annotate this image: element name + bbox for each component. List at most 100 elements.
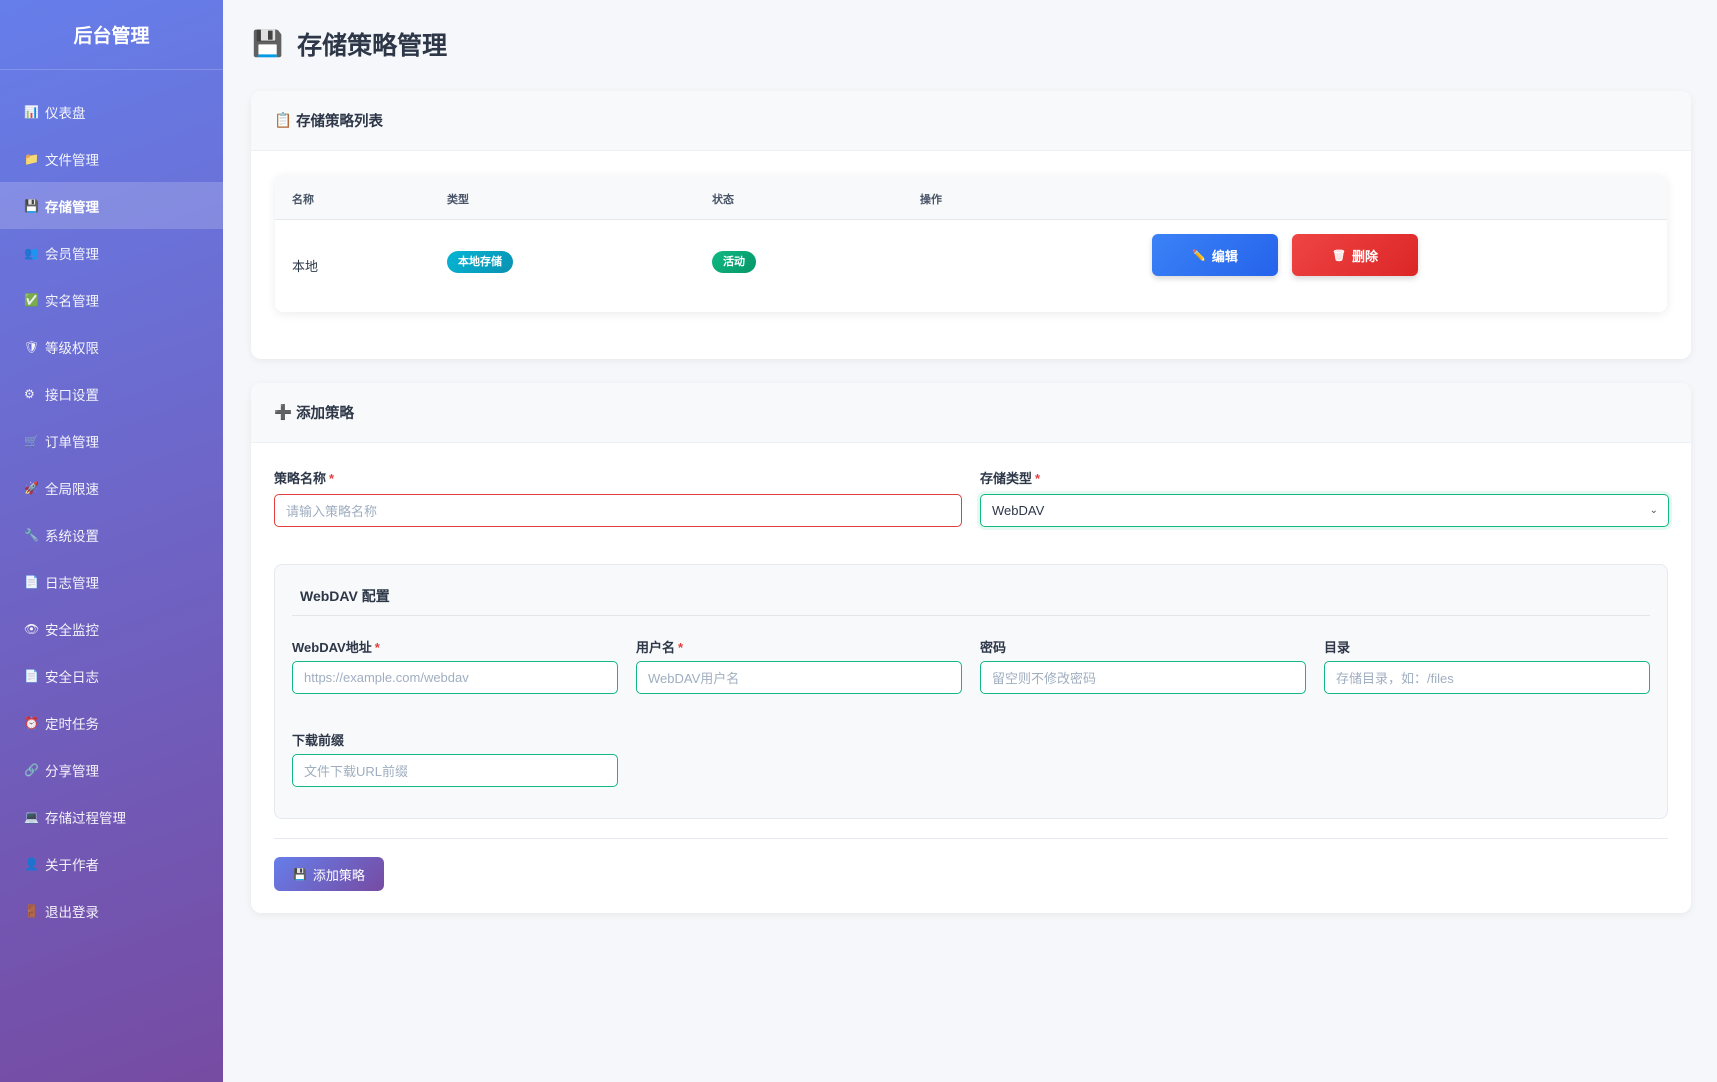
sidebar-item-label: 系统设置: [45, 528, 99, 544]
sidebar-item-label: 分享管理: [45, 763, 99, 779]
menu-icon: 💾: [24, 198, 39, 213]
sidebar-item-5[interactable]: 🛡 等级权限: [0, 323, 223, 370]
menu-icon: 👁: [24, 621, 40, 636]
sidebar-item-4[interactable]: ✅ 实名管理: [0, 276, 223, 323]
password-label: 密码: [980, 640, 1007, 655]
sidebar-item-label: 安全日志: [45, 669, 99, 685]
table-row: 本地 本地存储 活动 ✏️ 编辑 🗑 删除: [275, 220, 1667, 312]
sidebar-item-label: 定时任务: [45, 716, 99, 732]
download-prefix-input[interactable]: 文件下载URL前缀: [292, 754, 618, 787]
menu-icon: ⚙: [24, 386, 35, 401]
table-header: 名称 类型 状态 操作: [275, 175, 1667, 220]
sidebar-item-13[interactable]: ⏰ 定时任务: [0, 699, 223, 746]
sidebar-item-16[interactable]: 👤 关于作者: [0, 840, 223, 887]
sidebar-item-1[interactable]: 📁 文件管理: [0, 135, 223, 182]
sidebar-item-label: 日志管理: [45, 575, 99, 591]
add-policy-button[interactable]: 💾 添加策略: [274, 857, 384, 891]
sidebar-item-label: 订单管理: [45, 434, 99, 450]
selected-type: WebDAV: [992, 503, 1045, 518]
status-badge: 活动: [712, 251, 756, 273]
sidebar-item-14[interactable]: 🔗 分享管理: [0, 746, 223, 793]
main: 💾 存储策略管理 📋 存储策略列表 名称 类型 状态 操作 本地 本地存储 活动 …: [223, 0, 1717, 1082]
sidebar-item-7[interactable]: 🛒 订单管理: [0, 417, 223, 464]
webdav-url-input[interactable]: https://example.com/webdav: [292, 661, 618, 694]
menu-icon: 📁: [24, 151, 39, 166]
divider: [292, 615, 1650, 616]
menu-icon: 📊: [24, 104, 39, 119]
username-label: 用户名 *: [636, 640, 684, 655]
sidebar-item-label: 等级权限: [45, 340, 99, 356]
card-title: 添加策略: [296, 406, 355, 422]
menu-icon: 👤: [24, 856, 39, 871]
menu-icon: 📄: [24, 668, 39, 683]
sidebar-item-15[interactable]: 💻 存储过程管理: [0, 793, 223, 840]
sidebar-item-0[interactable]: 📊 仪表盘: [0, 88, 223, 135]
trash-icon: 🗑: [1332, 249, 1346, 262]
plus-icon: ➕: [274, 405, 293, 421]
divider: [274, 838, 1668, 839]
chevron-down-icon: ⌄: [1649, 505, 1658, 516]
sidebar-item-17[interactable]: 🚪 退出登录: [0, 887, 223, 934]
sidebar-item-label: 仪表盘: [45, 105, 86, 121]
sidebar-item-11[interactable]: 👁 安全监控: [0, 605, 223, 652]
sidebar-item-8[interactable]: 🚀 全局限速: [0, 464, 223, 511]
sidebar-item-label: 存储过程管理: [45, 810, 126, 826]
policy-name: 本地: [292, 259, 319, 274]
pencil-icon: ✏️: [1192, 249, 1206, 262]
sidebar: 后台管理 📊 仪表盘 📁 文件管理 💾 存储管理 👥 会员管理 ✅ 实名管理 🛡 等级权限 ⚙ 接口设置 🛒…: [0, 0, 223, 1082]
sidebar-item-12[interactable]: 📄 安全日志: [0, 652, 223, 699]
sidebar-item-3[interactable]: 👥 会员管理: [0, 229, 223, 276]
card-title: 存储策略列表: [296, 114, 384, 130]
col-type: 类型: [447, 194, 469, 206]
sidebar-item-label: 文件管理: [45, 152, 99, 168]
type-label: 存储类型 *: [980, 471, 1041, 486]
page-title: 💾 存储策略管理: [252, 26, 447, 62]
menu-icon: 🛒: [24, 433, 39, 448]
delete-button[interactable]: 🗑 删除: [1292, 234, 1418, 276]
edit-label: 编辑: [1211, 248, 1238, 264]
menu-icon: ✅: [24, 292, 39, 307]
sidebar-item-label: 全局限速: [45, 481, 99, 497]
edit-button[interactable]: ✏️ 编辑: [1152, 234, 1278, 276]
col-status: 状态: [712, 194, 734, 206]
policy-list-card: 📋 存储策略列表 名称 类型 状态 操作 本地 本地存储 活动 ✏️ 编辑 🗑 删除: [251, 91, 1691, 359]
prefix-label: 下载前缀: [292, 733, 345, 748]
floppy-disk-icon: 💾: [293, 868, 307, 881]
col-name: 名称: [292, 194, 314, 206]
page-title-text: 存储策略管理: [297, 32, 448, 60]
sidebar-item-6[interactable]: ⚙ 接口设置: [0, 370, 223, 417]
sidebar-item-label: 安全监控: [45, 622, 99, 638]
sidebar-item-2[interactable]: 💾 存储管理: [0, 182, 223, 229]
add-policy-label: 添加策略: [312, 867, 365, 883]
menu-icon: 🚀: [24, 480, 39, 495]
sidebar-item-label: 退出登录: [45, 904, 99, 920]
username-input[interactable]: WebDAV用户名: [636, 661, 962, 694]
directory-input[interactable]: 存储目录，如：/files: [1324, 661, 1650, 694]
storage-type-select[interactable]: WebDAV ⌄: [980, 494, 1669, 527]
sidebar-item-label: 关于作者: [45, 857, 99, 873]
sidebar-item-label: 会员管理: [45, 246, 99, 262]
floppy-disk-icon: 💾: [252, 29, 284, 58]
add-policy-card: ➕ 添加策略 策略名称 * 请输入策略名称 存储类型 * WebDAV ⌄ WebDAV…: [251, 383, 1691, 913]
delete-label: 删除: [1351, 248, 1378, 264]
menu-icon: 💻: [24, 809, 39, 824]
policy-name-input[interactable]: 请输入策略名称: [274, 494, 962, 527]
password-input[interactable]: 留空则不修改密码: [980, 661, 1306, 694]
sidebar-item-label: 存储管理: [45, 199, 99, 215]
directory-label: 目录: [1324, 640, 1351, 655]
menu-icon: 🚪: [24, 903, 39, 918]
sidebar-item-10[interactable]: 📄 日志管理: [0, 558, 223, 605]
menu-icon: ⏰: [24, 715, 39, 730]
menu-icon: 🛡: [24, 339, 40, 354]
menu-icon: 🔗: [24, 762, 39, 777]
webdav-config-panel: WebDAV 配置 WebDAV地址 * https://example.com/…: [274, 564, 1668, 819]
clipboard-icon: 📋: [274, 113, 293, 129]
menu-icon: 👥: [24, 245, 39, 260]
menu-icon: 🔧: [24, 527, 39, 542]
name-label: 策略名称 *: [274, 471, 335, 486]
sidebar-item-9[interactable]: 🔧 系统设置: [0, 511, 223, 558]
sidebar-menu: 📊 仪表盘 📁 文件管理 💾 存储管理 👥 会员管理 ✅ 实名管理 🛡 等级权限 ⚙ 接口设置 🛒 订单管理 🚀…: [0, 88, 223, 934]
url-label: WebDAV地址 *: [292, 640, 380, 655]
menu-icon: 📄: [24, 574, 39, 589]
sidebar-item-label: 接口设置: [45, 387, 99, 403]
